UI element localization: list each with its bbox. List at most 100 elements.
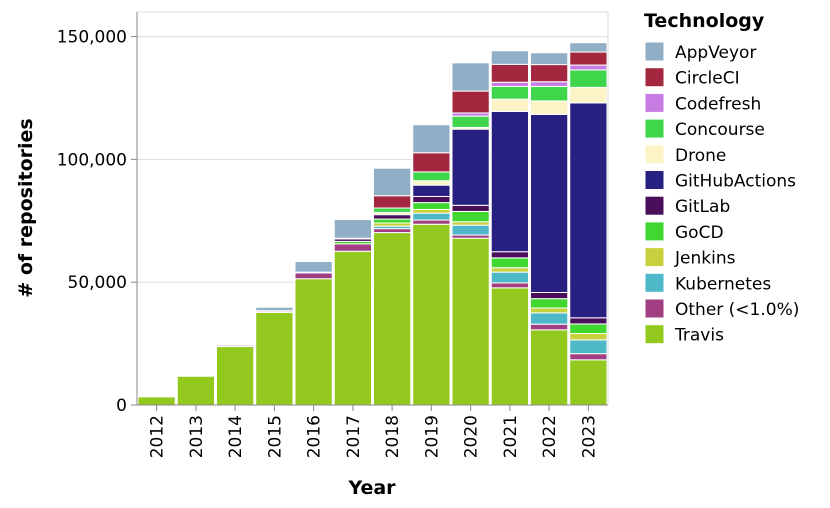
- bar-segment: [490, 50, 529, 65]
- x-axis-title: Year: [347, 477, 396, 499]
- bar-segment: [530, 312, 569, 325]
- x-tick-label: 2017: [344, 415, 364, 458]
- legend-label: GitLab: [675, 197, 730, 217]
- bar-segment: [373, 207, 412, 213]
- bar-segment: [373, 228, 412, 234]
- bar-segment: [569, 353, 608, 361]
- bar-segment: [412, 212, 451, 221]
- bar-segment: [412, 208, 451, 214]
- axes: 0 50,000 100,000 150,000 2012 2013 2014 2015 201…: [57, 12, 608, 458]
- x-tick-label: 2015: [265, 415, 285, 458]
- bar-segment: [412, 180, 451, 186]
- bar-segment: [255, 306, 294, 312]
- x-tick-label: 2016: [305, 415, 325, 458]
- bar-segment: [530, 100, 569, 115]
- legend-swatch: [644, 195, 665, 216]
- bar-segment: [255, 311, 294, 406]
- bar-segment: [373, 232, 412, 406]
- bar-segment: [333, 243, 372, 252]
- legend-swatch: [644, 170, 665, 190]
- legend-label: Kubernetes: [675, 274, 771, 294]
- bars: [137, 42, 608, 406]
- bar-segment: [412, 195, 451, 204]
- legend-title: Technology: [644, 10, 765, 32]
- bar-segment: [412, 171, 451, 182]
- bar-segment: [333, 250, 372, 406]
- legend-swatch: [644, 41, 665, 62]
- bar-segment: [216, 346, 255, 406]
- bar-segment: [569, 339, 608, 355]
- bar-segment: [569, 102, 608, 319]
- bar-segment: [530, 85, 569, 102]
- y-tick-label: 100,000: [57, 150, 127, 170]
- bar-segment: [490, 282, 529, 289]
- x-tick-label: 2013: [187, 415, 207, 458]
- x-tick-label: 2023: [579, 415, 599, 458]
- y-tick-label: 0: [116, 396, 127, 416]
- bar-segment: [569, 42, 608, 53]
- legend-label: Codefresh: [675, 94, 761, 114]
- bar-segment: [412, 124, 451, 154]
- bar-segment: [530, 52, 569, 66]
- legend-swatch: [644, 247, 665, 268]
- bar-segment: [490, 98, 529, 112]
- legend-label: Jenkins: [674, 249, 736, 269]
- bar-segment: [451, 115, 490, 128]
- bar-segment: [373, 167, 412, 197]
- bar-segment: [451, 204, 490, 212]
- bar-segment: [530, 292, 569, 300]
- bar-segment: [412, 184, 451, 197]
- bar-segment: [451, 237, 490, 406]
- bar-segment: [373, 214, 412, 220]
- bar-segment: [569, 64, 608, 71]
- bar-segment: [490, 110, 529, 253]
- bar-segment: [490, 267, 529, 273]
- y-tick-label: 50,000: [68, 273, 127, 293]
- legend-swatch: [644, 272, 665, 293]
- bar-segment: [569, 51, 608, 66]
- bar-segment: [373, 218, 412, 224]
- bar-segment: [294, 272, 333, 280]
- bar-segment: [490, 251, 529, 259]
- x-tick-label: 2022: [540, 415, 560, 458]
- bar-segment: [333, 219, 372, 239]
- bar-segment: [530, 307, 569, 314]
- bar-segment: [530, 113, 569, 294]
- x-tick-label: 2021: [501, 415, 521, 458]
- bar-segment: [216, 344, 255, 348]
- legend-label: GoCD: [675, 223, 724, 243]
- bar-segment: [412, 223, 451, 406]
- bar-segment: [530, 323, 569, 331]
- bar-segment: [451, 62, 490, 92]
- bar-segment: [490, 85, 529, 100]
- y-tick-label: 150,000: [57, 28, 127, 48]
- bar-segment: [412, 202, 451, 210]
- legend-label: Other (<1.0%): [675, 300, 799, 320]
- bar-segment: [530, 64, 569, 83]
- bar-segment: [451, 90, 490, 114]
- bar-segment: [490, 287, 529, 406]
- x-tick-label: 2019: [422, 415, 442, 458]
- legend-label: AppVeyor: [675, 43, 756, 63]
- x-tick-label: 2012: [148, 415, 168, 458]
- bar-segment: [569, 69, 608, 88]
- bar-segment: [490, 81, 529, 87]
- legend-swatch: [644, 144, 665, 165]
- bar-segment: [530, 81, 569, 87]
- legend-label: Travis: [674, 326, 724, 346]
- bar-segment: [451, 224, 490, 236]
- legend-swatch: [644, 221, 665, 242]
- bar-segment: [530, 329, 569, 406]
- bar-segment: [137, 396, 176, 406]
- x-tick-label: 2018: [383, 415, 403, 458]
- bar-segment: [373, 195, 412, 209]
- bar-segment: [530, 298, 569, 309]
- bar-segment: [490, 257, 529, 269]
- bar-segment: [412, 219, 451, 225]
- y-axis-title: # of repositories: [15, 118, 37, 297]
- bar-segment: [412, 152, 451, 173]
- legend-swatch: [644, 67, 665, 88]
- bar-segment: [294, 278, 333, 406]
- legend-swatch: [644, 118, 665, 139]
